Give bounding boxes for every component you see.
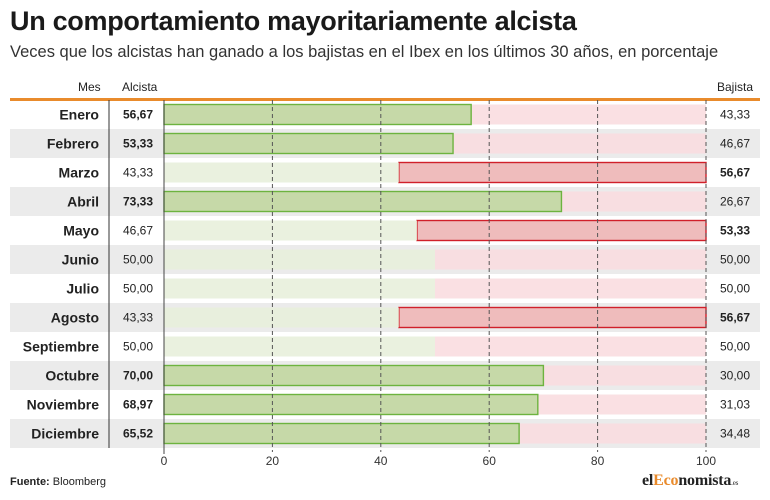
source-label: Fuente:: [10, 476, 50, 488]
source-value: Bloomberg: [52, 476, 106, 488]
bar-bajista: [398, 306, 707, 329]
category-label: Septiembre: [23, 339, 99, 355]
value-label-alcista: 68,97: [123, 398, 153, 412]
bar-bajista: [543, 365, 706, 386]
value-label-bajista: 30,00: [720, 369, 750, 383]
value-label-bajista: 26,67: [720, 195, 750, 209]
value-label-bajista: 34,48: [720, 427, 750, 441]
value-label-bajista: 31,03: [720, 398, 750, 412]
category-label: Abril: [67, 194, 99, 210]
category-label: Marzo: [59, 165, 99, 181]
bar-bajista: [561, 191, 706, 212]
category-label: Mayo: [63, 223, 99, 239]
bar-bajista: [398, 161, 707, 184]
value-label-alcista: 50,00: [123, 282, 153, 296]
column-header-bajista: Bajista: [717, 80, 754, 94]
logo-el: el: [642, 472, 654, 489]
bar-alcista: [163, 132, 454, 155]
value-label-bajista: 43,33: [720, 108, 750, 122]
bar-alcista: [164, 162, 399, 183]
logo-rest: nomista: [678, 472, 732, 489]
value-label-alcista: 46,67: [123, 224, 153, 238]
bar-bajista: [435, 278, 706, 299]
x-tick-label: 0: [161, 454, 168, 468]
value-label-alcista: 50,00: [123, 340, 153, 354]
logo-suffix: .es: [731, 479, 739, 487]
value-label-bajista: 50,00: [720, 282, 750, 296]
bar-bajista: [519, 423, 706, 444]
category-label: Julio: [66, 281, 99, 297]
bar-bajista: [435, 249, 706, 270]
bar-alcista: [164, 220, 417, 241]
publisher-logo: elEconomista.es: [642, 472, 738, 490]
bar-alcista: [163, 103, 472, 126]
column-header-mes: Mes: [78, 80, 101, 94]
bar-bajista: [416, 219, 707, 242]
value-label-bajista: 53,33: [720, 224, 750, 238]
category-label: Enero: [59, 107, 99, 123]
bar-alcista: [164, 278, 435, 299]
value-label-bajista: 56,67: [720, 166, 750, 180]
category-label: Diciembre: [31, 426, 99, 442]
logo-eco: Eco: [653, 472, 679, 489]
x-tick-label: 40: [374, 454, 388, 468]
x-tick-label: 20: [266, 454, 280, 468]
chart-subtitle: Veces que los alcistas han ganado a los …: [10, 43, 719, 61]
header-rule: [10, 98, 760, 101]
category-label: Junio: [62, 252, 99, 268]
x-tick-label: 100: [696, 454, 716, 468]
bar-alcista: [163, 190, 563, 213]
value-label-alcista: 73,33: [123, 195, 153, 209]
bar-alcista: [164, 307, 399, 328]
bar-bajista: [435, 336, 706, 357]
value-label-bajista: 50,00: [720, 253, 750, 267]
value-label-alcista: 43,33: [123, 166, 153, 180]
x-tick-label: 80: [591, 454, 605, 468]
source-note: Fuente: Bloomberg: [10, 476, 106, 488]
value-label-alcista: 70,00: [123, 369, 153, 383]
bar-alcista: [163, 422, 520, 445]
column-header-alcista: Alcista: [122, 80, 158, 94]
category-label: Noviembre: [27, 397, 100, 413]
value-label-bajista: 50,00: [720, 340, 750, 354]
value-label-bajista: 46,67: [720, 137, 750, 151]
value-label-alcista: 65,52: [123, 427, 153, 441]
value-label-alcista: 43,33: [123, 311, 153, 325]
bar-alcista: [163, 393, 539, 416]
value-label-alcista: 56,67: [123, 108, 153, 122]
value-label-alcista: 53,33: [123, 137, 153, 151]
chart-title: Un comportamiento mayoritariamente alcis…: [10, 6, 577, 36]
category-label: Octubre: [45, 368, 99, 384]
category-label: Agosto: [51, 310, 99, 326]
bar-alcista: [163, 364, 545, 387]
bar-bajista: [471, 104, 706, 125]
category-label: Febrero: [47, 136, 99, 152]
value-label-bajista: 56,67: [720, 311, 750, 325]
value-label-alcista: 50,00: [123, 253, 153, 267]
bar-bajista: [453, 133, 706, 154]
bar-alcista: [164, 249, 435, 270]
bar-alcista: [164, 336, 435, 357]
x-tick-label: 60: [483, 454, 497, 468]
bar-bajista: [537, 394, 706, 415]
